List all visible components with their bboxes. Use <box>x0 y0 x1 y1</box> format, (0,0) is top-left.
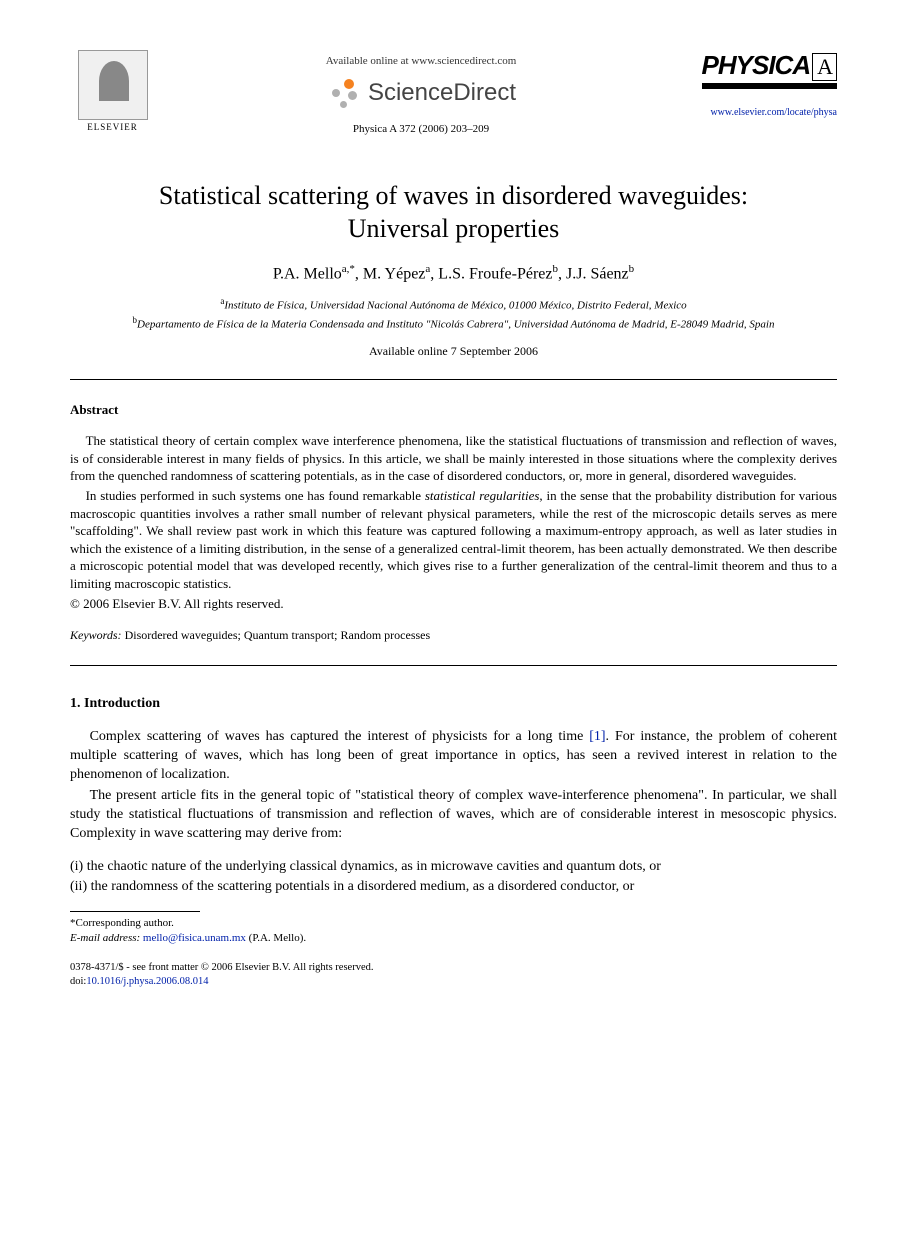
intro-p1: Complex scattering of waves has captured… <box>70 728 837 785</box>
footnote-rule <box>70 911 200 912</box>
intro-p1-pre: Complex scattering of waves has captured… <box>90 729 590 744</box>
corresponding-author: *Corresponding author. <box>70 916 837 930</box>
abstract-copyright: © 2006 Elsevier B.V. All rights reserved… <box>70 596 837 612</box>
available-date: Available online 7 September 2006 <box>70 344 837 359</box>
article-title: Statistical scattering of waves in disor… <box>70 180 837 245</box>
physica-label: PHYSICA <box>702 50 811 80</box>
enum-i: (i) the chaotic nature of the underlying… <box>70 858 837 877</box>
header: ELSEVIER Available online at www.science… <box>70 50 837 145</box>
bottom-info: 0378-4371/$ - see front matter © 2006 El… <box>70 961 837 988</box>
divider-bottom <box>70 665 837 666</box>
sciencedirect-logo: ScienceDirect <box>155 75 687 111</box>
abstract-body: The statistical theory of certain comple… <box>70 432 837 592</box>
section-1-body: Complex scattering of waves has captured… <box>70 728 837 843</box>
journal-url[interactable]: www.elsevier.com/locate/physa <box>687 107 837 118</box>
title-line-2: Universal properties <box>348 214 560 243</box>
doi-line: doi:10.1016/j.physa.2006.08.014 <box>70 975 837 989</box>
elsevier-tree-icon <box>78 50 148 120</box>
divider-top <box>70 379 837 380</box>
title-line-1: Statistical scattering of waves in disor… <box>159 181 748 210</box>
abstract-p2-post: , in the sense that the probability dist… <box>70 488 837 591</box>
doi-link[interactable]: 10.1016/j.physa.2006.08.014 <box>86 976 208 987</box>
ref-1-link[interactable]: [1] <box>589 729 605 744</box>
abstract-p2-em: statistical regularities <box>425 488 540 503</box>
authors: P.A. Melloa,*, M. Yépeza, L.S. Froufe-Pé… <box>70 263 837 283</box>
doi-label: doi: <box>70 976 86 987</box>
affiliations: aInstituto de Física, Universidad Nacion… <box>70 295 837 332</box>
abstract-p2: In studies performed in such systems one… <box>70 487 837 592</box>
sciencedirect-dots-icon <box>326 75 362 111</box>
section-1-heading: 1. Introduction <box>70 696 837 712</box>
front-matter: 0378-4371/$ - see front matter © 2006 El… <box>70 961 837 975</box>
email-label: E-mail address: <box>70 932 140 944</box>
email-link[interactable]: mello@fisica.unam.mx <box>143 932 246 944</box>
available-online-text: Available online at www.sciencedirect.co… <box>155 55 687 67</box>
physica-logo: PHYSICAA <box>702 50 837 89</box>
intro-p2: The present article fits in the general … <box>70 787 837 844</box>
affiliation-b: Departamento de Física de la Materia Con… <box>137 318 774 330</box>
email-line: E-mail address: mello@fisica.unam.mx (P.… <box>70 931 837 945</box>
affiliation-a: Instituto de Física, Universidad Naciona… <box>224 300 686 312</box>
physica-letter: A <box>812 53 837 81</box>
elsevier-label: ELSEVIER <box>87 122 138 132</box>
abstract-heading: Abstract <box>70 402 837 418</box>
center-header: Available online at www.sciencedirect.co… <box>155 50 687 135</box>
keywords: Keywords: Disordered waveguides; Quantum… <box>70 628 837 643</box>
keywords-label: Keywords: <box>70 628 122 642</box>
journal-reference: Physica A 372 (2006) 203–209 <box>155 123 687 135</box>
elsevier-logo: ELSEVIER <box>70 50 155 145</box>
sciencedirect-text: ScienceDirect <box>368 79 516 107</box>
right-header: PHYSICAA www.elsevier.com/locate/physa <box>687 50 837 118</box>
email-author: (P.A. Mello). <box>246 932 306 944</box>
keywords-text: Disordered waveguides; Quantum transport… <box>122 628 431 642</box>
enum-ii: (ii) the randomness of the scattering po… <box>70 878 837 897</box>
footnotes: *Corresponding author. E-mail address: m… <box>70 916 837 945</box>
abstract-p2-pre: In studies performed in such systems one… <box>86 488 425 503</box>
abstract-p1: The statistical theory of certain comple… <box>70 432 837 485</box>
